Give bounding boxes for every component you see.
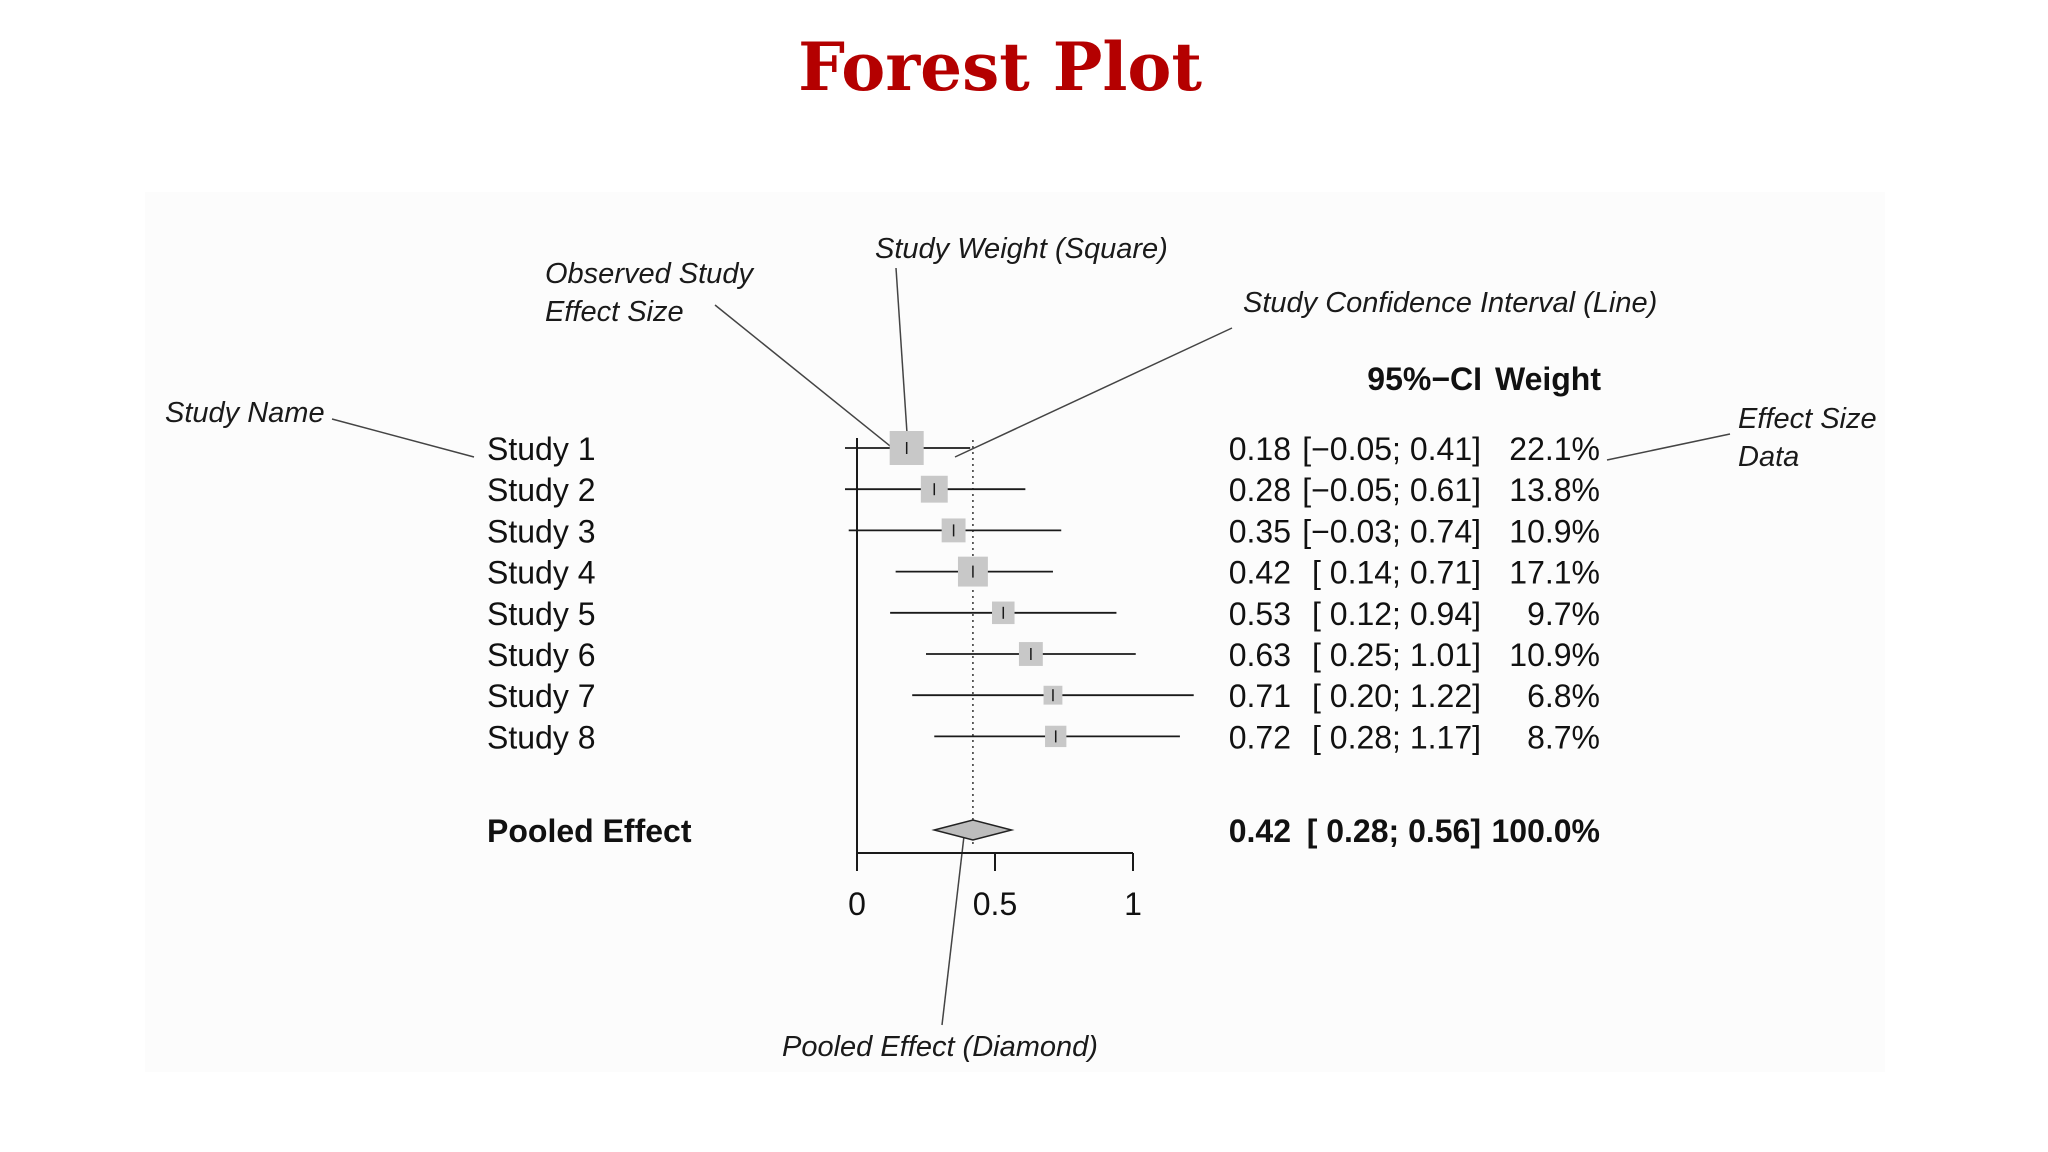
confidence-interval: [ 0.20; 1.22] xyxy=(1312,678,1481,714)
effect-estimate: 0.35 xyxy=(1229,513,1291,549)
leader-line-study-name xyxy=(331,418,475,458)
effect-estimate: 0.72 xyxy=(1229,719,1291,755)
confidence-interval: [−0.05; 0.41] xyxy=(1302,431,1481,467)
annotation-study-weight: Study Weight (Square) xyxy=(875,233,1168,265)
pooled-weight: 100.0% xyxy=(1491,813,1600,849)
study-weight: 6.8% xyxy=(1527,678,1600,714)
annotation-effect-size-data-line1: Effect Size xyxy=(1738,403,1877,435)
x-tick-label: 0 xyxy=(848,886,866,922)
study-name: Study 1 xyxy=(487,431,596,467)
annotation-observed-effect-line1: Observed Study xyxy=(545,258,754,290)
effect-estimate: 0.53 xyxy=(1229,596,1291,632)
study-weight: 22.1% xyxy=(1509,431,1600,467)
study-name: Study 5 xyxy=(487,596,596,632)
x-tick-label: 1 xyxy=(1124,886,1142,922)
study-weight: 9.7% xyxy=(1527,596,1600,632)
x-tick-label: 0.5 xyxy=(973,886,1017,922)
annotation-study-ci: Study Confidence Interval (Line) xyxy=(1243,287,1657,319)
effect-estimate: 0.63 xyxy=(1229,637,1291,673)
column-header-weight: Weight xyxy=(1495,361,1601,397)
effect-estimate: 0.18 xyxy=(1229,431,1291,467)
confidence-interval: [−0.05; 0.61] xyxy=(1302,472,1481,508)
leader-line-pooled-effect xyxy=(941,835,965,1026)
study-weight: 17.1% xyxy=(1509,555,1600,591)
study-weight: 13.8% xyxy=(1509,472,1600,508)
confidence-interval: [ 0.14; 0.71] xyxy=(1312,555,1481,591)
leader-line-study-ci xyxy=(954,327,1233,458)
effect-estimate: 0.42 xyxy=(1229,555,1291,591)
study-table: Study 1 0.18 [−0.05; 0.41] 22.1% Study 2 0.28… xyxy=(487,431,1600,849)
page-title: Forest Plot xyxy=(798,28,1202,106)
figure-panel xyxy=(145,192,1885,1072)
annotation-effect-size-data-line2: Data xyxy=(1738,441,1799,473)
annotation-pooled-effect: Pooled Effect (Diamond) xyxy=(782,1031,1098,1063)
pooled-diamond xyxy=(931,819,1015,841)
annotation-observed-effect-line2: Effect Size xyxy=(545,296,684,328)
x-axis: 0 0.5 1 xyxy=(848,438,1142,922)
leader-line-effect-size-data xyxy=(1606,433,1731,461)
leader-line-study-weight xyxy=(895,267,909,449)
study-name: Study 8 xyxy=(487,719,596,755)
study-name: Study 3 xyxy=(487,513,596,549)
study-weight: 10.9% xyxy=(1509,513,1600,549)
study-name: Study 7 xyxy=(487,678,596,714)
effect-estimate: 0.28 xyxy=(1229,472,1291,508)
confidence-interval: [ 0.25; 1.01] xyxy=(1312,637,1481,673)
study-weight: 10.9% xyxy=(1509,637,1600,673)
study-name: Study 4 xyxy=(487,555,596,591)
effect-estimate: 0.71 xyxy=(1229,678,1291,714)
confidence-interval: [ 0.28; 1.17] xyxy=(1312,719,1481,755)
confidence-interval: [ 0.12; 0.94] xyxy=(1312,596,1481,632)
pooled-confidence-interval: [ 0.28; 0.56] xyxy=(1307,813,1481,849)
study-name: Study 6 xyxy=(487,637,596,673)
study-name: Study 2 xyxy=(487,472,596,508)
pooled-estimate: 0.42 xyxy=(1229,813,1291,849)
confidence-interval: [−0.03; 0.74] xyxy=(1302,513,1481,549)
pooled-effect-label: Pooled Effect xyxy=(487,813,692,849)
study-weight: 8.7% xyxy=(1527,719,1600,755)
plot-marks xyxy=(845,431,1194,841)
annotation-study-name: Study Name xyxy=(165,397,325,429)
leader-line-observed-effect xyxy=(714,304,896,451)
column-header-ci: 95%−CI xyxy=(1367,361,1482,397)
